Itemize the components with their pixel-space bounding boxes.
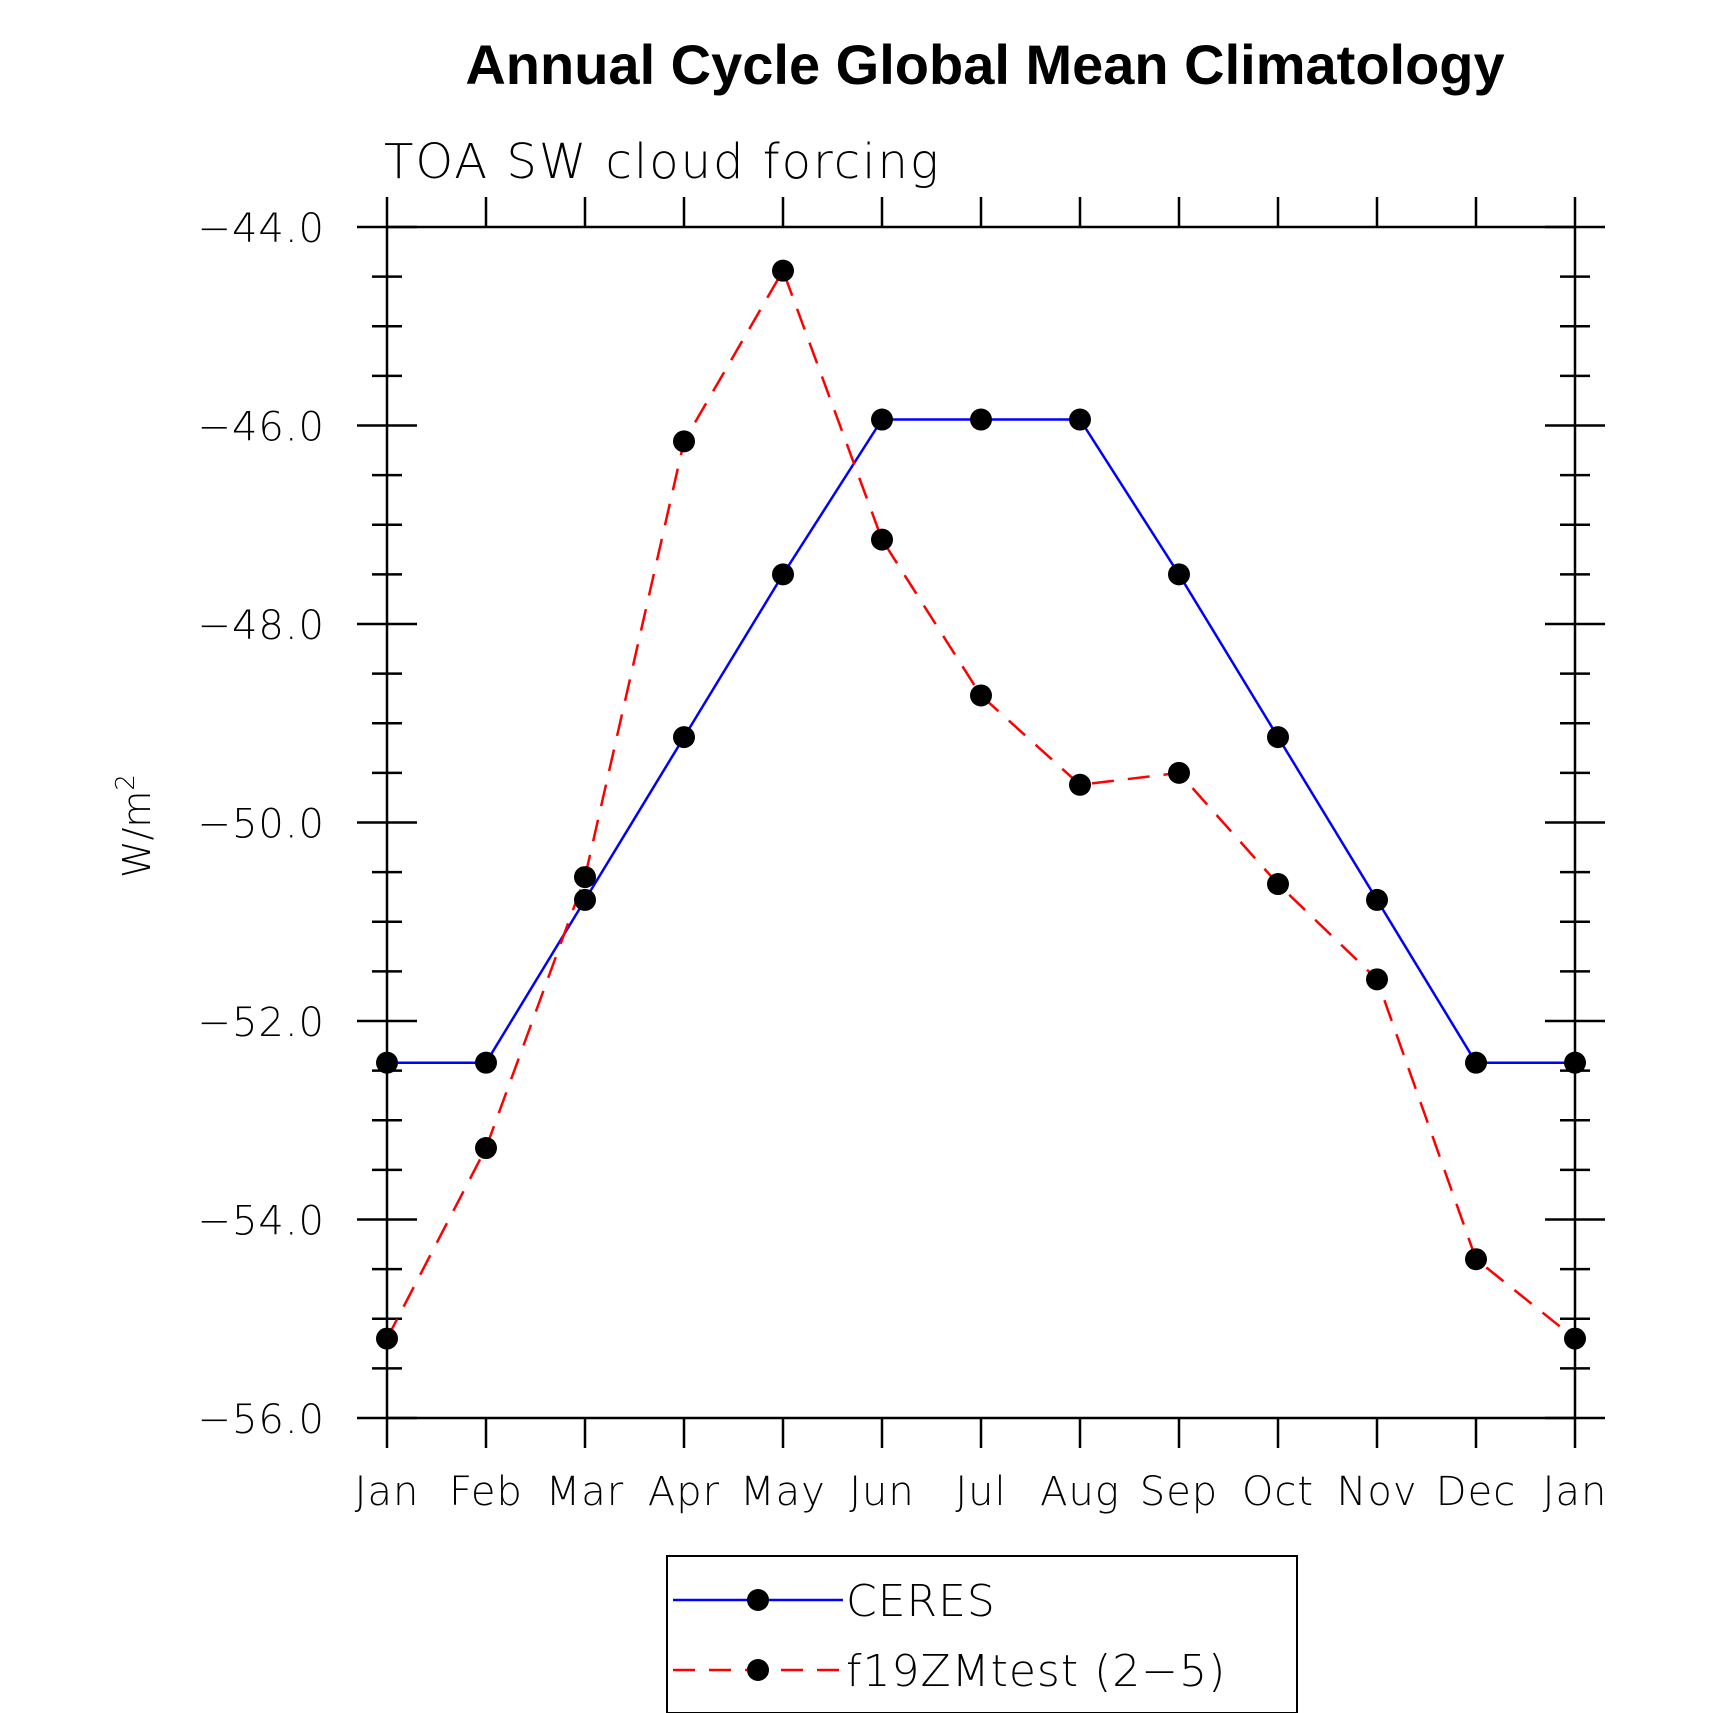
- data-point-series-0: [574, 888, 596, 911]
- y-tick-label: −50.0: [197, 802, 325, 848]
- y-tick-label: −54.0: [197, 1199, 325, 1245]
- data-point-series-0: [1267, 726, 1289, 749]
- data-point-series-1: [1069, 773, 1091, 796]
- y-tick-label: −56.0: [197, 1397, 325, 1443]
- chart-subtitle: TOA SW cloud forcing: [384, 134, 941, 190]
- legend: CERES f19ZMtest (2−5): [666, 1555, 1298, 1713]
- x-tick-label: Jul: [955, 1469, 1006, 1515]
- data-point-series-0: [1366, 888, 1388, 911]
- data-point-series-1: [1168, 761, 1190, 784]
- data-point-series-0: [1564, 1051, 1586, 1074]
- y-tick-labels: −44.0 −46.0 −48.0 −50.0 −52.0 −54.0 −56.0: [197, 206, 325, 1443]
- series-lines: [385, 267, 1576, 1340]
- x-tick-label: Nov: [1336, 1469, 1417, 1515]
- data-point-series-0: [1069, 408, 1091, 431]
- data-point-series-1: [1564, 1327, 1586, 1350]
- data-point-series-0: [1168, 563, 1190, 586]
- plot-frame: [385, 225, 1577, 1420]
- data-point-series-0: [1465, 1051, 1487, 1074]
- y-axis-label-superscript: 2: [111, 774, 141, 791]
- data-point-series-1: [376, 1327, 398, 1350]
- x-tick-label: Apr: [648, 1469, 720, 1515]
- data-point-series-1: [772, 259, 794, 282]
- data-point-series-1: [871, 528, 893, 551]
- chart-title: Annual Cycle Global Mean Climatology: [465, 33, 1504, 96]
- x-tick-label: Jun: [849, 1469, 915, 1515]
- x-tick-label: Aug: [1040, 1469, 1120, 1515]
- x-tick-labels: Jan Feb Mar Apr May Jun Jul Aug Sep Oct Nov Dec Jan: [355, 1469, 1608, 1515]
- y-tick-label: −46.0: [197, 405, 325, 451]
- data-point-series-1: [1465, 1248, 1487, 1271]
- data-point-series-0: [772, 563, 794, 586]
- data-point-series-1: [673, 430, 695, 453]
- data-point-series-1: [475, 1137, 497, 1160]
- series-line-1: [385, 267, 1576, 1340]
- x-tick-label: Sep: [1140, 1469, 1218, 1515]
- legend-marker-model: [747, 1659, 769, 1681]
- x-tick-label: Feb: [449, 1469, 523, 1515]
- x-tick-label: Dec: [1436, 1469, 1516, 1515]
- x-tick-label: Oct: [1242, 1469, 1314, 1515]
- data-point-series-1: [574, 866, 596, 889]
- data-point-series-0: [475, 1051, 497, 1074]
- data-point-series-1: [1366, 968, 1388, 991]
- axis-ticks: [357, 197, 1605, 1448]
- x-tick-label: Jan: [1543, 1469, 1608, 1515]
- series-line-0: [387, 418, 1575, 1064]
- data-point-series-0: [673, 726, 695, 749]
- data-point-series-0: [970, 408, 992, 431]
- data-point-series-1: [1267, 873, 1289, 896]
- svg-text:W/m2: W/m2: [111, 774, 159, 878]
- legend-box: [666, 1555, 1298, 1713]
- x-tick-label: May: [740, 1469, 826, 1515]
- data-point-series-0: [871, 408, 893, 431]
- data-point-series-0: [376, 1051, 398, 1074]
- y-tick-label: −48.0: [197, 603, 325, 649]
- y-axis-label-text: W/m: [115, 791, 159, 878]
- data-point-series-1: [970, 684, 992, 707]
- legend-label-model: f19ZMtest (2−5): [846, 1646, 1226, 1697]
- y-axis-label: W/m2: [111, 774, 159, 878]
- legend-marker-ceres: [747, 1589, 769, 1611]
- x-tick-label: Mar: [546, 1469, 624, 1515]
- x-tick-label: Jan: [355, 1469, 420, 1515]
- y-tick-label: −44.0: [197, 206, 325, 252]
- y-tick-label: −52.0: [197, 1000, 325, 1046]
- legend-label-ceres: CERES: [846, 1576, 996, 1627]
- series-points: [376, 259, 1586, 1350]
